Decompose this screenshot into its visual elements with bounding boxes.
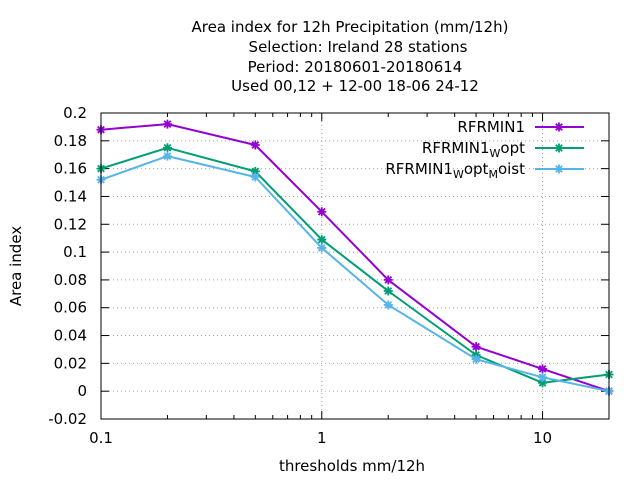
series-line-RFRMIN1WoptMoist: [100, 155, 610, 393]
x-tick-label: 10: [533, 429, 552, 447]
data-point-RFRMIN1: [250, 140, 260, 150]
chart-title: Area index for 12h Precipitation (mm/12h…: [192, 18, 509, 95]
legend-label-part: M: [488, 168, 498, 181]
legend-marker: [554, 122, 564, 132]
data-point-RFRMIN1: [383, 275, 393, 285]
series-RFRMIN1Wopt: [96, 143, 614, 388]
data-point-RFRMIN1: [471, 342, 481, 352]
y-tick-label: 0.08: [54, 271, 87, 289]
legend-label-part: RFRMIN1: [422, 139, 490, 157]
y-tick-label: 0.12: [54, 215, 87, 233]
legend-label-part: W: [490, 147, 501, 160]
y-tick-label: 0.14: [54, 187, 87, 205]
y-tick-label: 0: [77, 382, 87, 400]
data-point-RFRMIN1WoptMoist: [250, 172, 260, 182]
y-tick-label: 0.02: [54, 354, 87, 372]
y-tick-label: 0.06: [54, 299, 87, 317]
series-RFRMIN1WoptMoist: [96, 151, 614, 396]
legend-label: RFRMIN1: [457, 118, 525, 136]
y-tick-label: -0.02: [48, 410, 87, 428]
legend-label: RFRMIN1WoptMoist: [385, 160, 525, 181]
title-line-4: Used 00,12 + 12-00 18-06 24-12: [231, 77, 479, 95]
y-tick-label: 0.16: [54, 160, 87, 178]
data-point-RFRMIN1Wopt: [162, 143, 172, 153]
y-axis-label: Area index: [7, 226, 25, 306]
plot-frame: [100, 112, 610, 420]
legend-label-part: opt: [464, 160, 489, 178]
legend-marker: [554, 143, 564, 153]
y-tick-label: 0.18: [54, 132, 87, 150]
legend-label-part: opt: [500, 139, 525, 157]
series-line-RFRMIN1Wopt: [100, 146, 610, 384]
legend-label-part: W: [453, 168, 464, 181]
data-point-RFRMIN1WoptMoist: [162, 151, 172, 161]
y-tick-label: 0.04: [54, 327, 87, 345]
data-point-RFRMIN1: [162, 119, 172, 129]
data-point-RFRMIN1WoptMoist: [383, 300, 393, 310]
data-point-RFRMIN1WoptMoist: [317, 243, 327, 253]
legend-label-part: RFRMIN1: [457, 118, 525, 136]
title-line-2: Selection: Ireland 28 stations: [249, 38, 468, 56]
series-RFRMIN1: [96, 119, 614, 396]
data-point-RFRMIN1Wopt: [250, 166, 260, 176]
data-point-RFRMIN1: [538, 364, 548, 374]
legend-marker: [554, 164, 564, 174]
legend-entry: RFRMIN1Wopt: [422, 139, 584, 160]
data-point-RFRMIN1WoptMoist: [471, 354, 481, 364]
x-axis-label: thresholds mm/12h: [279, 457, 425, 475]
data-point-RFRMIN1Wopt: [383, 286, 393, 296]
tick-labels: -0.02 0 0.02 0.04 0.06 0.08 0.1 0.12 0.14 0.16 0.1…: [48, 104, 552, 447]
legend-label-part: oist: [498, 160, 525, 178]
x-tick-label: 1: [317, 429, 327, 447]
legend-entry: RFRMIN1: [457, 118, 584, 136]
data-point-RFRMIN1WoptMoist: [538, 372, 548, 382]
title-line-1: Area index for 12h Precipitation (mm/12h…: [192, 18, 509, 36]
data-point-RFRMIN1Wopt: [317, 235, 327, 245]
legend-entry: RFRMIN1WoptMoist: [385, 160, 584, 181]
title-line-3: Period: 20180601-20180614: [248, 58, 463, 76]
x-tick-label: 0.1: [89, 429, 113, 447]
data-point-RFRMIN1: [317, 207, 327, 217]
legend-label-part: RFRMIN1: [385, 160, 453, 178]
y-tick-label: 0.1: [63, 243, 87, 261]
data-point-RFRMIN1Wopt: [538, 378, 548, 388]
y-tick-label: 0.2: [63, 104, 87, 122]
series-layer: [96, 119, 614, 396]
legend-label: RFRMIN1Wopt: [422, 139, 525, 160]
series-line-RFRMIN1: [100, 123, 610, 393]
